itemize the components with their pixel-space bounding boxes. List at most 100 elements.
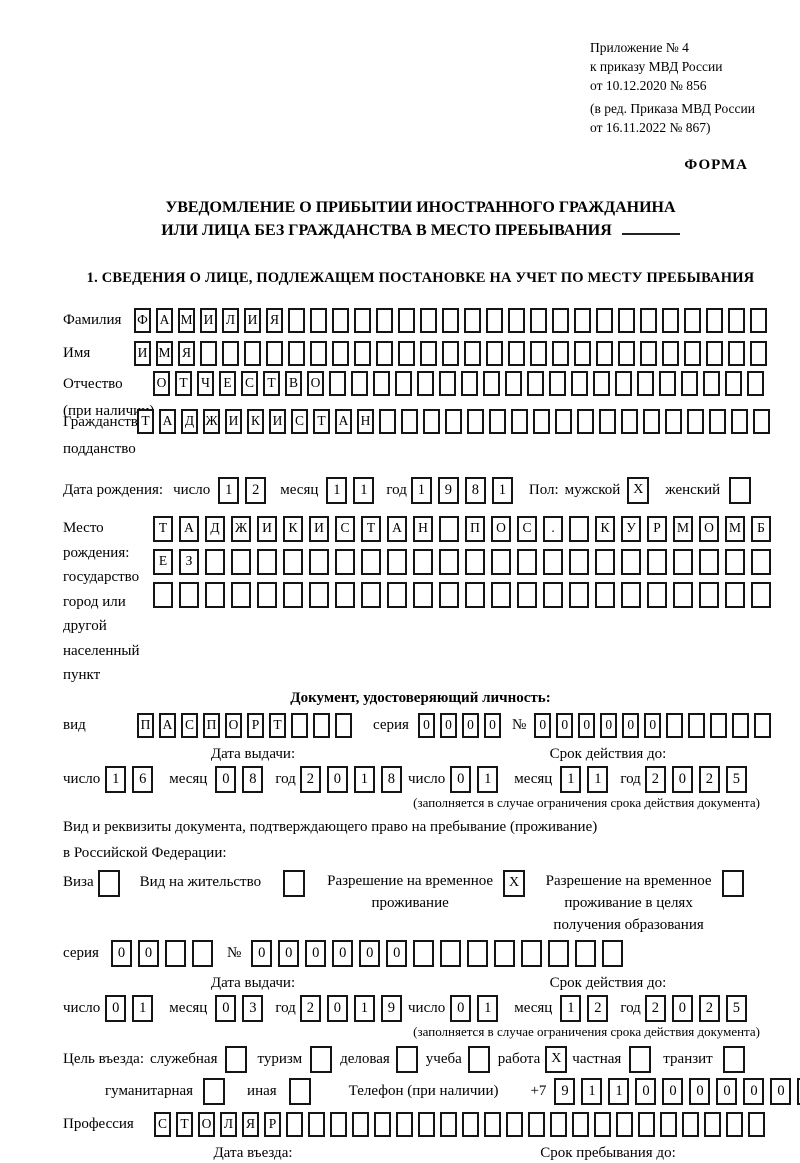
char-cell-empty[interactable] xyxy=(572,1111,589,1137)
char-cell-empty[interactable] xyxy=(440,1111,457,1137)
purpose-tourism-checkbox[interactable] xyxy=(310,1045,333,1073)
char-cell-empty[interactable] xyxy=(662,308,679,333)
char-cell-filled[interactable]: П xyxy=(203,712,220,738)
char-cell-empty[interactable] xyxy=(753,409,770,434)
char-cell-empty[interactable] xyxy=(731,409,748,434)
char-cell-filled[interactable]: 2 xyxy=(698,994,720,1022)
char-cell-empty[interactable] xyxy=(511,409,528,434)
char-cell-filled[interactable]: И xyxy=(134,341,151,366)
char-cell-filled[interactable]: О xyxy=(153,371,170,396)
char-cell-empty[interactable] xyxy=(361,549,381,575)
char-cell-empty[interactable] xyxy=(754,712,772,738)
char-cell-filled[interactable]: О xyxy=(699,516,719,542)
char-cell-empty[interactable] xyxy=(423,409,440,434)
char-cell-empty[interactable] xyxy=(725,582,745,608)
char-cell-filled[interactable]: 1 xyxy=(581,1077,603,1105)
char-cell-empty[interactable] xyxy=(748,1111,765,1137)
char-cell-empty[interactable] xyxy=(571,371,588,396)
char-cell-filled[interactable]: Т xyxy=(175,371,192,396)
char-cell-filled[interactable]: К xyxy=(283,516,303,542)
char-cell-filled[interactable]: 0 xyxy=(326,765,348,793)
char-cell-filled[interactable]: 1 xyxy=(353,765,375,793)
char-cell-empty[interactable] xyxy=(351,371,368,396)
char-cell-filled[interactable]: Д xyxy=(181,409,198,434)
char-cell-empty[interactable] xyxy=(574,341,591,366)
char-cell-empty[interactable] xyxy=(710,712,728,738)
char-cell-empty[interactable] xyxy=(486,308,503,333)
char-cell-empty[interactable] xyxy=(543,582,563,608)
char-cell-empty[interactable] xyxy=(310,341,327,366)
char-cell-filled[interactable]: С xyxy=(154,1111,171,1137)
char-cell-filled[interactable]: 2 xyxy=(644,994,666,1022)
char-cell-filled[interactable]: Т xyxy=(269,712,286,738)
char-cell-filled[interactable]: 2 xyxy=(698,765,720,793)
char-cell-filled[interactable]: Л xyxy=(220,1111,237,1137)
char-cell-filled[interactable]: Р xyxy=(247,712,264,738)
char-cell-filled[interactable]: Б xyxy=(751,516,771,542)
char-cell-empty[interactable] xyxy=(354,308,371,333)
char-cell-empty[interactable] xyxy=(332,308,349,333)
char-cell-empty[interactable] xyxy=(682,1111,699,1137)
char-cell-empty[interactable] xyxy=(153,582,173,608)
char-cell-filled[interactable]: И xyxy=(309,516,329,542)
char-cell-empty[interactable] xyxy=(706,308,723,333)
char-cell-empty[interactable] xyxy=(439,582,459,608)
char-cell-filled[interactable]: В xyxy=(285,371,302,396)
char-cell-filled[interactable]: 2 xyxy=(245,477,267,504)
char-cell-filled[interactable]: 0 xyxy=(461,712,479,738)
char-cell-empty[interactable] xyxy=(552,341,569,366)
char-cell-empty[interactable] xyxy=(191,939,213,967)
char-cell-filled[interactable]: 1 xyxy=(105,765,127,793)
char-cell-filled[interactable]: 0 xyxy=(600,712,618,738)
char-cell-filled[interactable]: И xyxy=(225,409,242,434)
char-cell-filled[interactable]: 2 xyxy=(644,765,666,793)
char-cell-empty[interactable] xyxy=(398,308,415,333)
char-cell-empty[interactable] xyxy=(291,712,308,738)
char-cell-filled[interactable]: 1 xyxy=(587,765,609,793)
char-cell-empty[interactable] xyxy=(379,409,396,434)
char-cell-filled[interactable]: 0 xyxy=(770,1077,792,1105)
char-cell-empty[interactable] xyxy=(222,341,239,366)
char-cell-filled[interactable]: 1 xyxy=(477,765,499,793)
char-cell-empty[interactable] xyxy=(361,582,381,608)
char-cell-empty[interactable] xyxy=(231,549,251,575)
char-cell-empty[interactable] xyxy=(464,341,481,366)
char-cell-filled[interactable]: Е xyxy=(219,371,236,396)
char-cell-empty[interactable] xyxy=(330,1111,347,1137)
char-cell-empty[interactable] xyxy=(643,409,660,434)
char-cell-filled[interactable]: Ч xyxy=(197,371,214,396)
char-cell-filled[interactable]: А xyxy=(159,712,176,738)
char-cell-filled[interactable]: С xyxy=(181,712,198,738)
char-cell-filled[interactable]: И xyxy=(257,516,277,542)
char-cell-filled[interactable]: О xyxy=(198,1111,215,1137)
char-cell-filled[interactable]: 8 xyxy=(380,765,402,793)
char-cell-empty[interactable] xyxy=(684,341,701,366)
char-cell-filled[interactable]: Я xyxy=(266,308,283,333)
char-cell-empty[interactable] xyxy=(596,341,613,366)
char-cell-empty[interactable] xyxy=(335,712,352,738)
char-cell-filled[interactable]: Ф xyxy=(134,308,151,333)
char-cell-filled[interactable]: 1 xyxy=(218,477,240,504)
char-cell-filled[interactable]: 0 xyxy=(417,712,435,738)
char-cell-empty[interactable] xyxy=(751,582,771,608)
char-cell-empty[interactable] xyxy=(621,549,641,575)
char-cell-empty[interactable] xyxy=(577,409,594,434)
char-cell-empty[interactable] xyxy=(728,341,745,366)
char-cell-filled[interactable]: К xyxy=(595,516,615,542)
char-cell-filled[interactable]: П xyxy=(465,516,485,542)
char-cell-empty[interactable] xyxy=(508,341,525,366)
char-cell-filled[interactable]: Ж xyxy=(203,409,220,434)
residence-permit-checkbox[interactable] xyxy=(283,869,306,897)
char-cell-empty[interactable] xyxy=(308,1111,325,1137)
char-cell-filled[interactable]: О xyxy=(225,712,242,738)
char-cell-filled[interactable]: Р xyxy=(264,1111,281,1137)
char-cell-filled[interactable]: М xyxy=(725,516,745,542)
char-cell-empty[interactable] xyxy=(205,549,225,575)
char-cell-empty[interactable] xyxy=(465,582,485,608)
char-cell-filled[interactable]: А xyxy=(159,409,176,434)
char-cell-filled[interactable]: С xyxy=(241,371,258,396)
char-cell-empty[interactable] xyxy=(728,308,745,333)
char-cell-empty[interactable] xyxy=(354,341,371,366)
char-cell-filled[interactable]: Т xyxy=(153,516,173,542)
char-cell-empty[interactable] xyxy=(506,1111,523,1137)
